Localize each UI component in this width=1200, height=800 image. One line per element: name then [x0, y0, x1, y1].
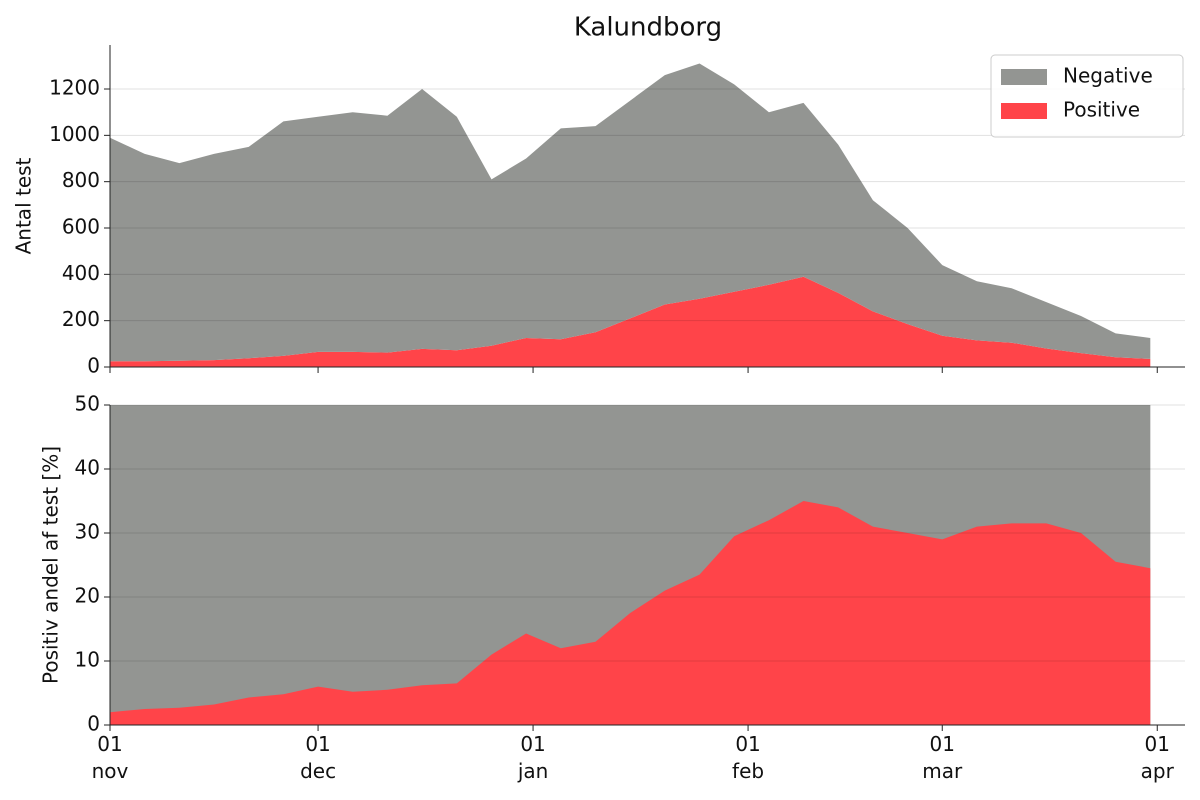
y-tick-label: 40 — [75, 456, 100, 480]
x-tick-label: 01 mar — [922, 732, 963, 783]
y-axis-label: Positiv andel af test [%] — [39, 446, 63, 684]
x-tick-label: 01 apr — [1141, 732, 1175, 783]
y-tick-label: 800 — [62, 168, 100, 192]
y-tick-label: 20 — [75, 584, 100, 608]
x-tick-label: 01 feb — [732, 732, 764, 783]
y-tick-label: 0 — [87, 712, 100, 736]
legend-label: Negative — [1063, 64, 1153, 88]
area — [110, 501, 1151, 725]
areas — [110, 501, 1151, 725]
y-tick-label: 30 — [75, 520, 100, 544]
x-tick-label: 01 jan — [517, 732, 549, 783]
legend-swatch — [1001, 69, 1047, 85]
x-tick-label: 01 nov — [92, 732, 129, 783]
y-tick-label: 1200 — [49, 76, 100, 100]
area-0 — [110, 276, 1151, 367]
area-1 — [110, 63, 1151, 362]
subplot: 0 200 400 600 800 1000 1200 Antal test Negative P… — [12, 45, 1185, 378]
legend: Negative Positive — [990, 54, 1184, 138]
y-tick-label: 200 — [62, 307, 100, 331]
y-tick-label: 400 — [62, 261, 100, 285]
areas — [110, 63, 1151, 367]
legend-swatch — [1001, 103, 1047, 119]
y-tick-label: 50 — [75, 392, 100, 416]
legend-label: Positive — [1063, 98, 1140, 122]
y-tick-label: 600 — [62, 215, 100, 239]
subplot: 0 10 20 30 40 50 01 nov 01 dec 01 jan 01 feb 01 mar 01 ap… — [39, 392, 1185, 783]
y-tick-label: 1000 — [49, 122, 100, 146]
chart-title: Kalundborg — [574, 13, 722, 43]
x-tick-label: 01 dec — [300, 732, 336, 783]
y-axis-label: Antal test — [12, 157, 36, 254]
y-tick-label: 10 — [75, 648, 100, 672]
y-tick-label: 0 — [87, 354, 100, 378]
